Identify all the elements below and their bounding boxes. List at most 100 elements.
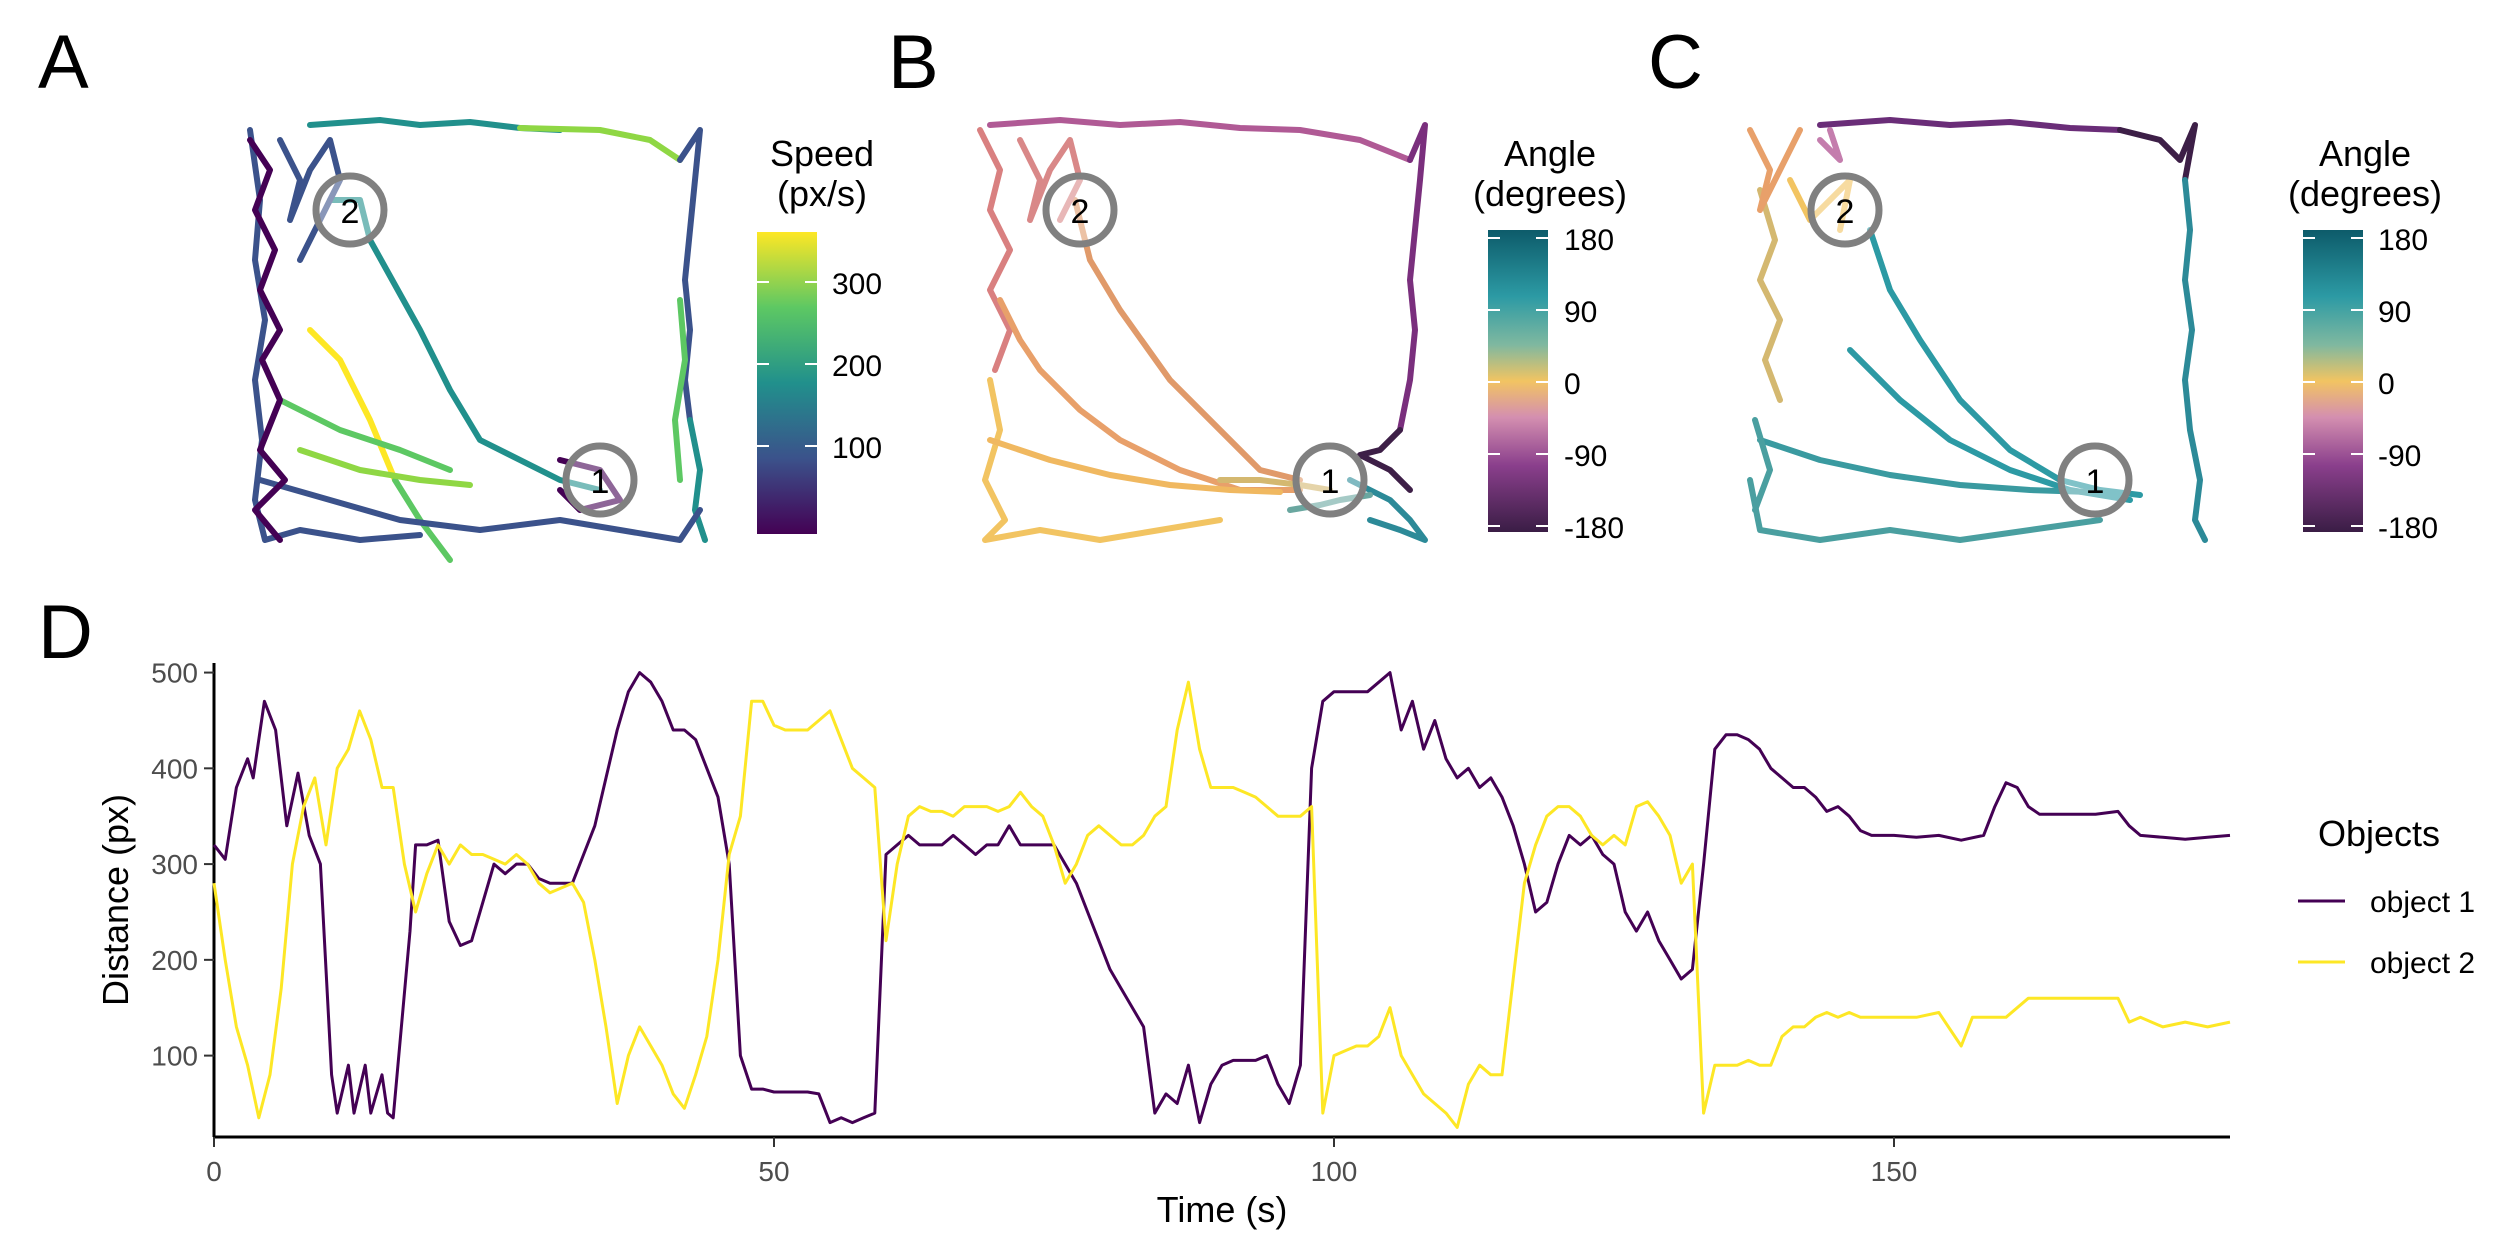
trajectory-segment [687, 417, 708, 543]
y-axis-label: Distance (px) [95, 794, 136, 1006]
legend-title-b-line1: Angle [1504, 133, 1596, 174]
trajectory-segment [1817, 127, 1843, 163]
colorbar-tick-label: -90 [1564, 440, 1607, 473]
legend-title-c-line1: Angle [2319, 133, 2411, 174]
object-1-circle [2057, 442, 2133, 518]
series-line-object-2 [212, 680, 2231, 1129]
series-lines [212, 671, 2231, 1129]
object-marker-1: 1 [562, 442, 638, 518]
colorbar-tick-label: 0 [2378, 368, 2395, 401]
colorbar-tick-label: 100 [832, 432, 882, 465]
trajectory-segment [1347, 477, 1428, 543]
trajectory-segment [327, 197, 603, 493]
panel-a: A 1 2 Speed (px/s) [38, 20, 882, 563]
legend-a: Speed (px/s) 100 200 300 [757, 133, 882, 534]
y-tick-label: 400 [151, 753, 198, 784]
object-marker-2: 2 [1042, 172, 1118, 248]
trajectory-segment [1787, 177, 1853, 233]
panel-label-d: D [38, 590, 93, 675]
object-2-circle [312, 172, 388, 248]
colorbar-tick-label: 180 [1564, 224, 1614, 257]
object-1-circle [1292, 442, 1368, 518]
trajectory-b [977, 117, 1428, 543]
trajectory-a [247, 117, 708, 563]
trajectory-segment [277, 397, 453, 473]
trajectory-segment [1397, 122, 1428, 433]
object-1-label: 1 [1321, 463, 1340, 501]
panel-label-b: B [888, 20, 939, 105]
trajectory-segment [1752, 417, 1773, 513]
legend-title-b-line2: (degrees) [1473, 173, 1627, 214]
object-marker-1: 1 [1292, 442, 1368, 518]
trajectory-segment [1817, 117, 2123, 133]
object-1-label: 1 [591, 463, 610, 501]
trajectory-segment [307, 327, 398, 483]
object-2-label: 2 [1071, 193, 1090, 231]
object-marker-2: 2 [1807, 172, 1883, 248]
trajectory-segment [1217, 477, 1333, 493]
trajectory-c [1747, 117, 2208, 543]
y-tick-label: 300 [151, 849, 198, 880]
trajectory-segment [2117, 122, 2198, 183]
trajectory-segment [987, 117, 1413, 163]
panel-d: D 100 200 300 400 500 0 50 100 150 Time (s) Dis… [38, 590, 2475, 1230]
legend-d: Objects object 1 object 2 [2298, 813, 2475, 980]
object-1-label: 1 [2086, 463, 2105, 501]
object-marker-1: 1 [2057, 442, 2133, 518]
trajectory-segment [247, 137, 288, 543]
panel-label-c: C [1648, 20, 1703, 105]
legend-b: Angle (degrees) 180 90 0 -90 -180 [1473, 133, 1627, 545]
trajectory-segment [2182, 177, 2208, 543]
colorbar-tick-label: -90 [2378, 440, 2421, 473]
trajectory-segment [987, 437, 1283, 495]
panel-label-a: A [38, 20, 89, 105]
colorbar-tick-label: 200 [832, 350, 882, 383]
trajectory-segment [672, 297, 688, 483]
trajectory-segment [1017, 137, 1083, 223]
legend-title-a-line2: (px/s) [777, 173, 867, 214]
trajectory-segment [982, 377, 1223, 543]
colorbar-tick-label: 180 [2378, 224, 2428, 257]
colorbar-ticks-a [757, 281, 817, 447]
colorbar-tick-label: 300 [832, 268, 882, 301]
colorbar-ticks-b [1488, 237, 1548, 527]
trajectory-segment [297, 447, 473, 488]
y-tick-label: 100 [151, 1041, 198, 1072]
object-2-circle [1042, 172, 1118, 248]
panel-b: B 1 2 Angle (degrees) [888, 20, 1627, 545]
object-1-circle [562, 442, 638, 518]
trajectory-segment [1747, 127, 1803, 213]
trajectory-segment [1072, 197, 1303, 483]
colorbar-tick-label: -180 [1564, 512, 1624, 545]
y-ticks: 100 200 300 400 500 [151, 658, 214, 1072]
x-ticks: 0 50 100 150 [206, 1137, 1917, 1187]
x-tick-label: 100 [1311, 1156, 1358, 1187]
legend-title-a-line1: Speed [770, 133, 874, 174]
legend-title-c-line2: (degrees) [2288, 173, 2442, 214]
trajectory-segment [977, 127, 1013, 373]
legend-title-d: Objects [2318, 813, 2440, 854]
x-tick-label: 50 [758, 1156, 789, 1187]
colorbar-tick-label: 90 [2378, 296, 2411, 329]
trajectory-segment [1757, 437, 2093, 495]
colorbar-tick-label: 90 [1564, 296, 1597, 329]
series-line-object-1 [212, 671, 2231, 1125]
trajectory-segment [1867, 227, 2143, 498]
y-tick-label: 500 [151, 658, 198, 689]
object-marker-2: 2 [312, 172, 388, 248]
colorbar-a [757, 232, 817, 534]
legend-label-object-2: object 2 [2370, 947, 2475, 980]
trajectory-segment [1757, 187, 1783, 403]
trajectory-segment [1357, 427, 1413, 493]
object-2-label: 2 [341, 193, 360, 231]
trajectory-segment [997, 297, 1303, 493]
trajectory-segment [277, 137, 343, 263]
x-axis-label: Time (s) [1157, 1189, 1288, 1230]
object-2-label: 2 [1836, 193, 1855, 231]
trajectory-segment [517, 125, 683, 163]
colorbar-ticks-c [2303, 237, 2363, 527]
x-tick-label: 0 [206, 1156, 222, 1187]
x-tick-label: 150 [1871, 1156, 1918, 1187]
trajectory-segment [1747, 477, 2103, 543]
